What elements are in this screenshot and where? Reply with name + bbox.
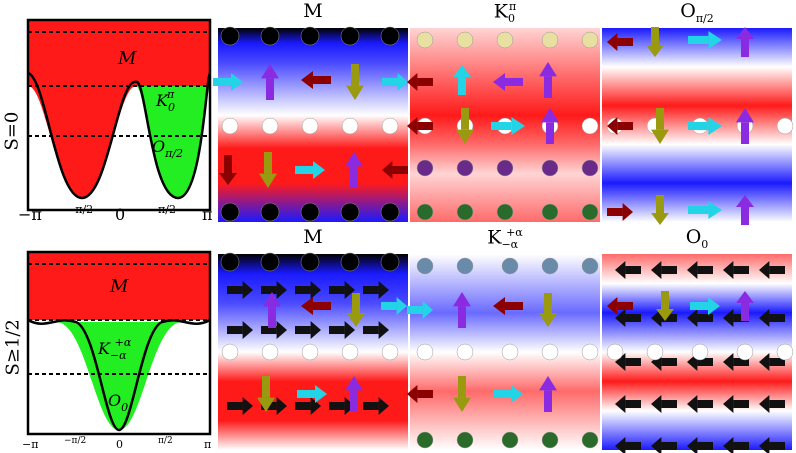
row2-label-m: M xyxy=(109,276,129,297)
row2-panel-o xyxy=(602,254,792,450)
row2-tick-neg-pi: −π xyxy=(22,438,39,451)
row1-tick-zero: 0 xyxy=(115,205,126,224)
row1-plot-frame xyxy=(26,18,212,212)
row2-label-k: K−α+α xyxy=(97,336,132,362)
row2-tick-neg-half-pi: −π/2 xyxy=(64,436,87,446)
row2-tick-pi: π xyxy=(204,438,212,451)
row1-tick-neg-pi: −π xyxy=(18,205,42,224)
row2-panel2-title: K−α+α xyxy=(487,226,523,252)
row2-plot-frame xyxy=(26,250,212,436)
row1-label-k: K0π xyxy=(155,88,175,114)
row2-tick-half-pi: π/2 xyxy=(158,436,173,446)
row2-spin-label: S≥1/2 xyxy=(2,319,24,376)
row1-panel1-title: M xyxy=(303,0,323,22)
row1-panel-o xyxy=(602,28,792,222)
row2-dispersion-plot: M K−α+α O0 xyxy=(26,250,212,436)
row1-tick-neg-half-pi: −π/2 xyxy=(66,203,94,216)
row2-label-o: O0 xyxy=(108,391,128,414)
row1-tick-pi: π xyxy=(202,205,213,224)
row1-region-k-right xyxy=(136,86,210,198)
row1-tick-half-pi: π/2 xyxy=(158,203,176,216)
row1-region-k-left xyxy=(28,86,136,198)
row1-label-o: Oπ/2 xyxy=(152,137,183,160)
row2-panel-m xyxy=(218,254,408,450)
row1-dispersion-curve xyxy=(27,71,212,200)
row2-panel-k xyxy=(410,254,600,450)
row1-label-m: M xyxy=(117,48,137,69)
row1-panel3-title: Oπ/2 xyxy=(680,0,714,25)
row1-panel-m xyxy=(218,28,408,222)
row1-spin-label: S=0 xyxy=(1,111,23,151)
row2-region-k xyxy=(56,322,182,430)
row2-tick-zero: 0 xyxy=(116,438,123,451)
row1-panel2-title: K0π xyxy=(493,0,517,26)
row2-panel3-title: O0 xyxy=(685,226,709,251)
row2-panel1-title: M xyxy=(303,226,323,248)
row1-dispersion-plot: M K0π Oπ/2 xyxy=(26,18,212,212)
row1-panel-k xyxy=(410,28,600,222)
